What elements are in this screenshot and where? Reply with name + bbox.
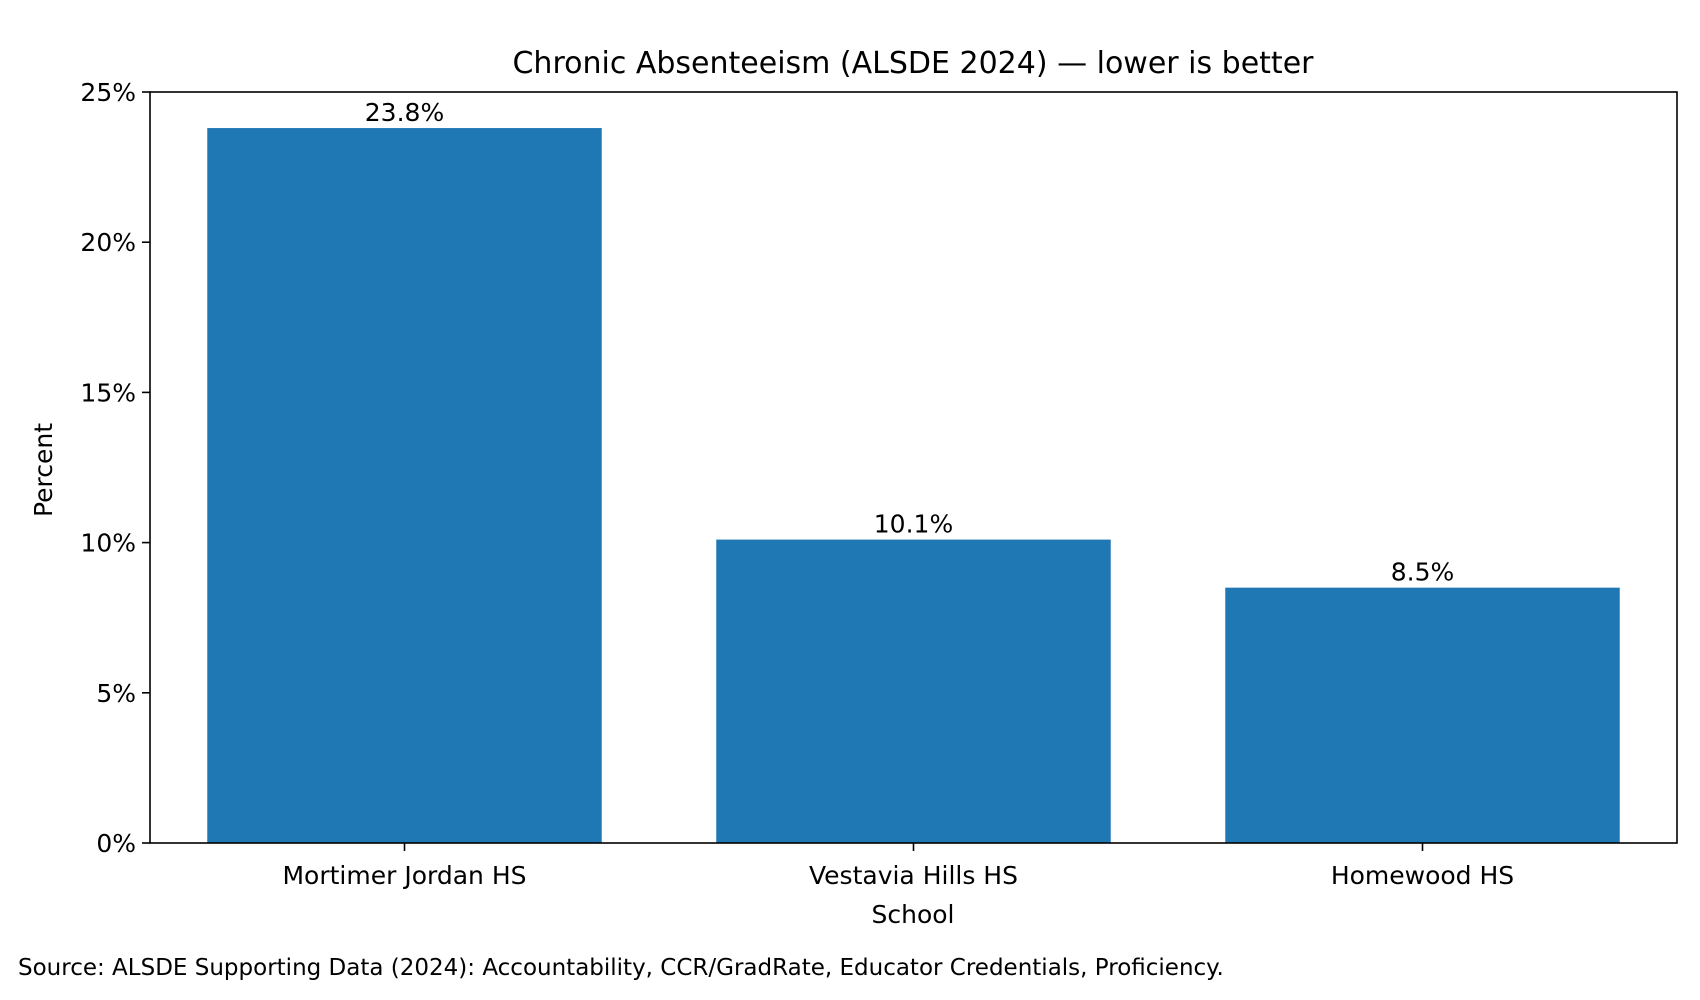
chart-title: Chronic Absenteeism (ALSDE 2024) — lower… <box>512 46 1314 81</box>
y-tick-label: 25% <box>80 78 136 107</box>
y-tick-label: 10% <box>80 529 136 558</box>
y-tick-label: 20% <box>80 228 136 257</box>
bar-value-label: 23.8% <box>365 98 444 127</box>
y-axis-label: Percent <box>29 423 58 517</box>
y-axis: 0% 5% 10% 15% 20% 25% <box>80 78 150 858</box>
plot-frame <box>149 91 1678 844</box>
bar-value-label: 8.5% <box>1391 558 1455 587</box>
source-note: Source: ALSDE Supporting Data (2024): Ac… <box>18 955 1224 981</box>
x-axis: Mortimer Jordan HS Vestavia Hills HS Homew… <box>282 843 1514 890</box>
x-tick-label: Homewood HS <box>1331 861 1514 890</box>
bar <box>716 539 1111 843</box>
x-tick-label: Vestavia Hills HS <box>809 861 1018 890</box>
y-tick-label: 0% <box>96 829 136 858</box>
bar-value-label: 10.1% <box>874 510 953 539</box>
value-labels-layer: 23.8% 10.1% 8.5% <box>365 98 1454 587</box>
bar <box>207 128 602 844</box>
y-tick-label: 5% <box>96 679 136 708</box>
x-axis-label: School <box>872 900 955 929</box>
x-tick-label: Mortimer Jordan HS <box>282 861 526 890</box>
y-tick-label: 15% <box>80 378 136 407</box>
bars-layer <box>207 128 1620 844</box>
bar <box>1225 587 1620 843</box>
